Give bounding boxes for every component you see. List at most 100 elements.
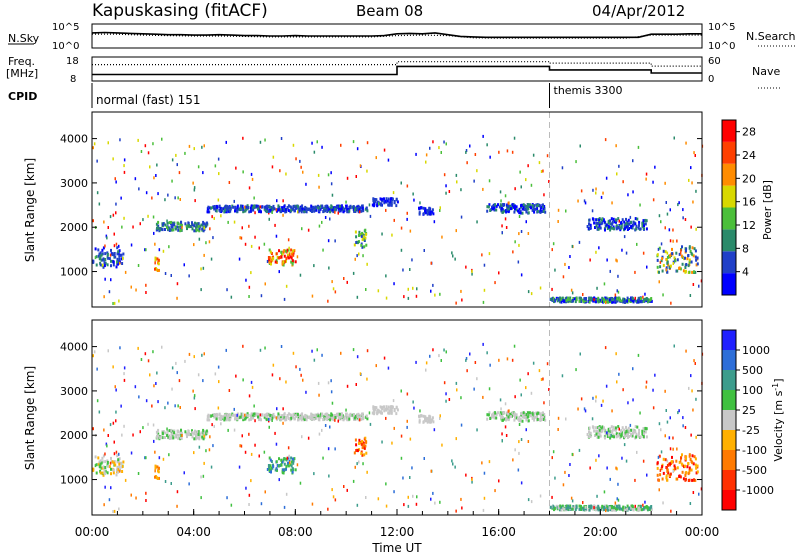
heatmap-cell-1684: [616, 289, 618, 293]
heatmap-cell-1615: [337, 211, 339, 215]
heatmap-cell-662: [358, 441, 361, 445]
heatmap-cell-576: [305, 418, 308, 422]
heatmap-cell-1665: [542, 169, 544, 173]
heatmap-cell-169: [205, 432, 208, 436]
heatmap-cell-615: [283, 260, 286, 264]
heatmap-cell-558: [269, 416, 272, 420]
heatmap-cell-1643: [540, 170, 543, 173]
heatmap-cell-597: [275, 252, 278, 256]
heatmap-cell-759: [431, 416, 434, 420]
heatmap-cell-1650: [602, 399, 604, 403]
heatmap-cell-1653: [501, 224, 503, 228]
heatmap-cell-494: [266, 412, 268, 416]
heatmap-cell-1348: [662, 457, 665, 461]
heatmap-cell-1660: [518, 215, 521, 218]
heatmap-cell-873: [524, 415, 526, 419]
heatmap-cell-1281: [591, 217, 594, 221]
heatmap-cell-1787: [525, 178, 527, 182]
heatmap-cell-1586: [156, 371, 158, 375]
heatmap-cell-1649: [153, 384, 155, 388]
heatmap-cell-642: [268, 468, 271, 472]
heatmap-cell-1239: [623, 428, 626, 432]
heatmap-cell-164: [174, 225, 177, 229]
heatmap-cell-74: [154, 464, 157, 468]
heatmap-cell-992: [625, 507, 627, 510]
heatmap-cell-730: [395, 198, 398, 202]
heatmap-cell-900: [537, 203, 540, 207]
heatmap-cell-1615: [337, 419, 339, 423]
heatmap-cell-233: [208, 418, 211, 422]
heatmap-cell-677: [364, 444, 367, 448]
heatmap-cell-1331: [667, 263, 670, 267]
heatmap-cell-1118: [560, 508, 563, 512]
heatmap-cell-1418: [517, 260, 520, 264]
heatmap-cell-1146: [563, 299, 566, 303]
heatmap-cell-362: [331, 416, 334, 420]
heatmap-cell-1639: [512, 250, 514, 254]
heatmap-cell-1598: [685, 141, 687, 145]
heatmap-cell-571: [358, 208, 360, 212]
heatmap-cell-1878: [445, 392, 447, 396]
heatmap-cell-1485: [203, 144, 205, 148]
heatmap-cell-1382: [678, 474, 681, 478]
heatmap-cell-54: [95, 263, 98, 267]
heatmap-cell-1601: [358, 460, 360, 464]
heatmap-cell-1164: [598, 425, 601, 429]
heatmap-cell-735: [395, 412, 398, 416]
heatmap-cell-892: [514, 415, 516, 419]
heatmap-cell-1580: [627, 401, 629, 405]
heatmap-cell-1404: [652, 388, 654, 392]
heatmap-cell-850: [512, 411, 515, 415]
heatmap-cell-1154: [595, 221, 598, 225]
heatmap-cell-1819: [557, 428, 559, 431]
heatmap-cell-80: [154, 258, 157, 262]
heatmap-cell-1473: [645, 177, 647, 181]
heatmap-cell-731: [380, 203, 382, 207]
heatmap-cell-858: [536, 207, 539, 211]
heatmap-cell-480: [280, 210, 283, 213]
heatmap-cell-1519: [369, 422, 372, 426]
heatmap-cell-1149: [593, 296, 596, 300]
velocity-colorbar-label: Velocity [m s-1]: [771, 378, 785, 461]
heatmap-cell-567: [226, 205, 229, 209]
heatmap-cell-25: [108, 465, 111, 469]
heatmap-cell-630: [287, 256, 290, 260]
heatmap-cell-1480: [285, 284, 288, 288]
heatmap-cell-1775: [610, 225, 612, 229]
heatmap-cell-1408: [617, 290, 620, 294]
freq-right-tick-top: 60: [708, 56, 721, 67]
heatmap-cell-1405: [514, 448, 516, 452]
heatmap-cell-903: [522, 411, 525, 415]
heatmap-cell-1323: [685, 471, 688, 474]
velocity-panel-frame: [91, 319, 703, 516]
heatmap-cell-910: [517, 417, 519, 421]
heatmap-cell-572: [314, 205, 317, 209]
heatmap-cell-1722: [329, 217, 331, 221]
heatmap-cell-1589: [500, 407, 502, 411]
heatmap-cell-259: [225, 210, 228, 214]
heatmap-cell-1738: [483, 288, 486, 292]
heatmap-cell-1606: [539, 286, 542, 290]
heatmap-cell-1607: [488, 252, 491, 256]
heatmap-cell-608: [281, 252, 284, 256]
heatmap-cell-1767: [106, 444, 108, 448]
heatmap-cell-1812: [690, 225, 692, 229]
heatmap-cell-1884: [406, 419, 408, 423]
heatmap-cell-1748: [445, 191, 447, 195]
heatmap-cell-536: [313, 417, 316, 421]
heatmap-cell-1566: [392, 399, 395, 403]
heatmap-cell-1539: [520, 393, 522, 397]
power-colorbar-label-5: 24: [742, 149, 756, 162]
heatmap-cell-1389: [666, 463, 669, 467]
heatmap-cell-654: [353, 243, 356, 247]
heatmap-cell-1666: [115, 211, 117, 215]
heatmap-cell-1028: [631, 507, 634, 511]
time-xtick-label-2: 08:00: [278, 525, 313, 539]
date-label: 04/Apr/2012: [592, 2, 685, 20]
heatmap-cell-62: [114, 463, 117, 467]
heatmap-cell-693: [396, 408, 399, 412]
heatmap-cell-1695: [153, 439, 155, 443]
heatmap-cell-1867: [692, 200, 694, 204]
heatmap-cell-681: [379, 197, 382, 201]
heatmap-cell-1004: [606, 505, 609, 509]
